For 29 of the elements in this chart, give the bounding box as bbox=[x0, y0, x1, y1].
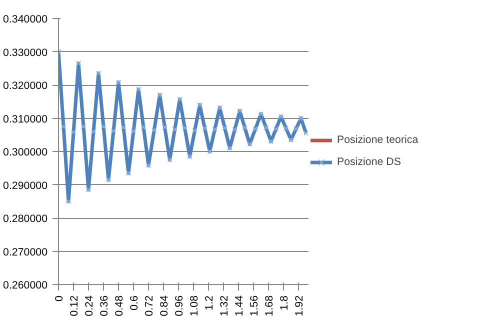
x-tick-label: 0.12 bbox=[68, 295, 80, 316]
x-tick-label: 1.2 bbox=[204, 295, 216, 310]
x-tick-label: 0.84 bbox=[158, 295, 170, 316]
x-tick-label: 1.44 bbox=[234, 295, 246, 316]
y-tick-label: 0.310000 bbox=[3, 113, 48, 126]
x-tick-label: 1.56 bbox=[248, 295, 260, 316]
x-tick-label: 1.92 bbox=[294, 295, 306, 316]
line-series bbox=[58, 50, 308, 204]
x-tick-label: 0.36 bbox=[98, 295, 110, 316]
x-tick-label: 0.6 bbox=[128, 295, 140, 310]
x-tick-label: 0.72 bbox=[144, 295, 156, 316]
x-tick-label: 0 bbox=[54, 295, 66, 302]
y-tick-label: 0.300000 bbox=[3, 146, 48, 158]
y-tick-label: 0.260000 bbox=[3, 280, 48, 292]
y-tick-label: 0.290000 bbox=[3, 180, 48, 192]
legend-label: Posizione teorica bbox=[337, 134, 418, 146]
y-tick-label: 0.320000 bbox=[3, 80, 48, 92]
legend-label: Posizione DS bbox=[337, 156, 401, 168]
y-tick-label: 0.330000 bbox=[3, 46, 48, 59]
x-tick-label: 1.68 bbox=[264, 295, 276, 316]
x-tick-label: 1.32 bbox=[218, 295, 230, 316]
y-tick-label: 0.270000 bbox=[3, 246, 48, 258]
y-tick-label: 0.340000 bbox=[3, 14, 48, 26]
x-tick-label: 0.96 bbox=[174, 295, 186, 316]
x-tick-label: 0.24 bbox=[84, 295, 96, 316]
x-tick-label: 1.8 bbox=[278, 295, 290, 310]
y-tick-label: 0.280000 bbox=[3, 213, 48, 225]
x-tick-label: 1.08 bbox=[188, 295, 200, 316]
x-tick-label: 0.48 bbox=[114, 295, 126, 316]
